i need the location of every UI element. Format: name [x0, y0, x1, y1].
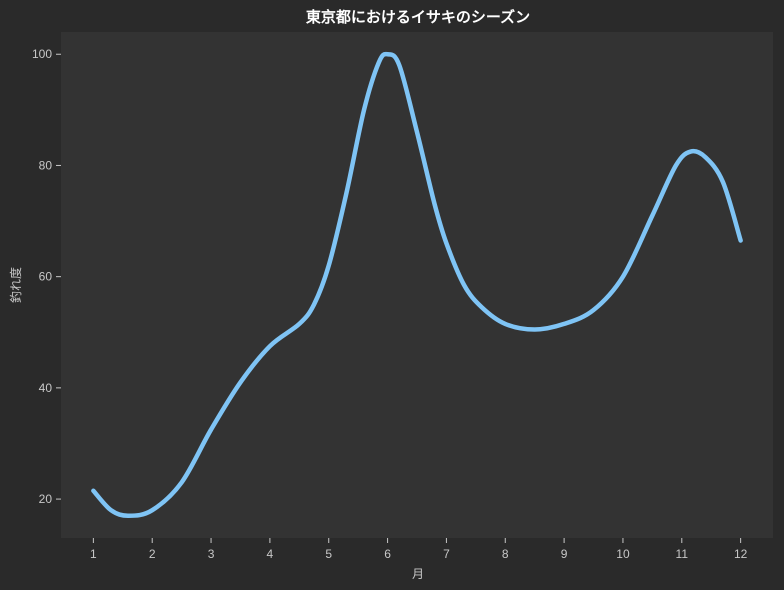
x-tick-label: 6	[384, 547, 391, 561]
y-tick-label: 80	[39, 158, 53, 172]
x-tick-label: 3	[208, 547, 215, 561]
x-tick-label: 2	[149, 547, 156, 561]
x-axis-label: 月	[412, 567, 424, 581]
y-tick-label: 100	[32, 47, 52, 61]
y-tick-label: 40	[39, 381, 53, 395]
x-tick-label: 4	[267, 547, 274, 561]
x-tick-label: 8	[502, 547, 509, 561]
y-tick-label: 20	[39, 492, 53, 506]
y-axis-label: 釣れ度	[8, 267, 23, 303]
y-tick-label: 60	[39, 270, 53, 284]
series-group	[91, 51, 743, 519]
x-axis: 1 2 3 4 5 6 7 8 9 10 11 12	[90, 538, 748, 561]
x-tick-label: 5	[325, 547, 332, 561]
x-tick-label: 11	[676, 547, 689, 561]
series-line	[91, 51, 743, 519]
x-tick-label: 9	[561, 547, 568, 561]
x-tick-label: 7	[443, 547, 450, 561]
x-tick-label: 1	[90, 547, 97, 561]
chart-title: 東京都におけるイサキのシーズン	[306, 8, 530, 26]
plot-area	[61, 32, 773, 538]
y-axis: 20 40 60 80 100	[32, 47, 61, 506]
x-tick-label: 10	[616, 547, 630, 561]
x-tick-label: 12	[734, 547, 748, 561]
